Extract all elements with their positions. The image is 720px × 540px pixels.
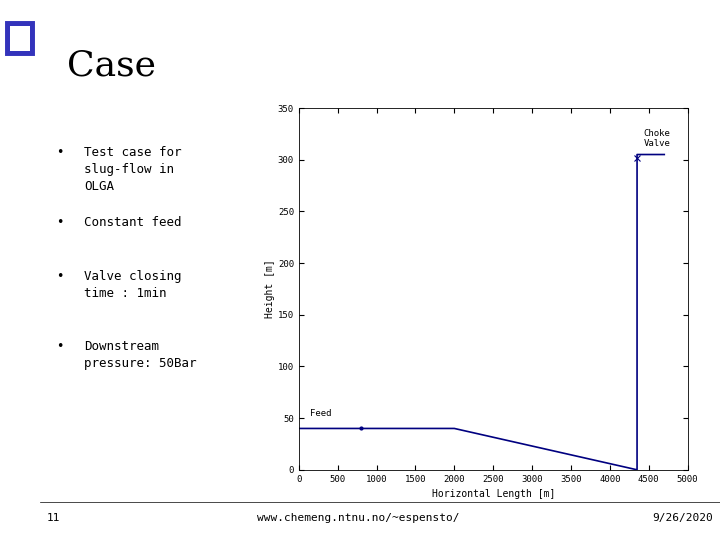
Text: Case: Case [67,49,156,83]
Text: •: • [57,340,64,353]
Text: •: • [57,216,64,229]
Text: 11: 11 [46,514,60,523]
Text: 9/26/2020: 9/26/2020 [652,514,714,523]
Bar [10,26,30,51]
Text: Feed: Feed [310,409,332,418]
Text: Constant feed: Constant feed [84,216,181,229]
Y-axis label: Height [m]: Height [m] [265,260,275,318]
Text: •: • [57,146,64,159]
Text: Choke
Valve: Choke Valve [643,129,670,148]
Text: Test case for
slug-flow in
OLGA: Test case for slug-flow in OLGA [84,146,181,193]
Text: www.chemeng.ntnu.no/~espensto/: www.chemeng.ntnu.no/~espensto/ [257,514,460,523]
Text: •: • [57,270,64,283]
Text: NTNU: NTNU [13,267,27,306]
Text: Valve closing
time : 1min: Valve closing time : 1min [84,270,181,300]
Text: Downstream
pressure: 50Bar: Downstream pressure: 50Bar [84,340,197,370]
X-axis label: Horizontal Length [m]: Horizontal Length [m] [431,489,555,499]
Bar [4,20,36,57]
